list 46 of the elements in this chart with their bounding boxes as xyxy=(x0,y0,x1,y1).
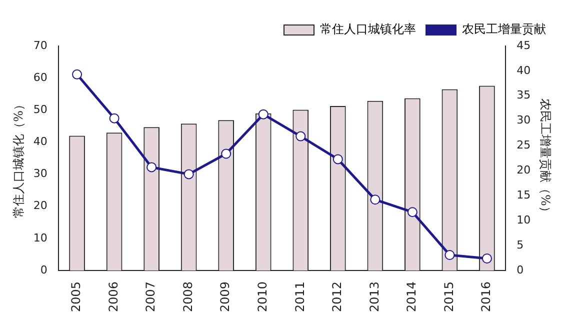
y2-tick-label: 35 xyxy=(516,88,531,102)
y2-tick-label: 45 xyxy=(516,38,531,52)
point xyxy=(296,131,306,142)
x-tick-label: 2014 xyxy=(404,281,419,312)
x-tick-label: 2015 xyxy=(442,281,456,312)
point xyxy=(444,250,455,260)
x-tick-label: 2011 xyxy=(292,281,307,312)
y-tick-label: 20 xyxy=(33,199,48,212)
x-tick-label: 2008 xyxy=(180,281,195,312)
x-tick-label: 2016 xyxy=(479,281,494,312)
y-tick-label: 50 xyxy=(33,102,48,116)
legend-label: 常住人口城镇化率 xyxy=(320,22,416,36)
y-tick-label: 60 xyxy=(33,70,48,84)
y2-tick-label: 40 xyxy=(516,64,531,77)
x-tick-label: 2010 xyxy=(255,281,270,312)
y-tick-label: 30 xyxy=(33,167,48,180)
point xyxy=(146,162,157,172)
y2-tick-label: 5 xyxy=(516,238,524,252)
x-tick-label: 2012 xyxy=(330,281,344,312)
y2-tick-label: 20 xyxy=(516,164,531,177)
point xyxy=(109,113,120,124)
y2-tick-label: 30 xyxy=(516,114,531,127)
x-tick-label: 2005 xyxy=(69,281,84,312)
y2-tick-label: 10 xyxy=(516,213,531,226)
point xyxy=(72,69,82,80)
y2-tick-label: 0 xyxy=(516,263,524,276)
point xyxy=(407,207,418,218)
y2-tick-label: 15 xyxy=(516,188,531,202)
point xyxy=(221,148,232,159)
x-tick-label: 2013 xyxy=(367,281,382,312)
x-tick-label: 2009 xyxy=(218,281,232,312)
x-tick-label: 2007 xyxy=(144,281,158,312)
point xyxy=(258,109,268,120)
x-tick-label: 2006 xyxy=(106,281,120,312)
y-axis-title: 常住人口城镇化（%） xyxy=(11,98,26,218)
y-tick-label: 10 xyxy=(33,231,48,244)
y2-axis-title: 农民工增量贡献（%） xyxy=(538,98,553,218)
y2-tick-label: 25 xyxy=(516,138,531,152)
point xyxy=(332,154,343,164)
y-tick-label: 40 xyxy=(33,135,48,148)
legend-label: 农民工增量贡献 xyxy=(462,22,546,36)
y-tick-label: 70 xyxy=(33,38,48,52)
point xyxy=(370,194,380,205)
point xyxy=(184,169,194,180)
y-tick-label: 0 xyxy=(40,263,48,276)
point xyxy=(482,253,492,264)
